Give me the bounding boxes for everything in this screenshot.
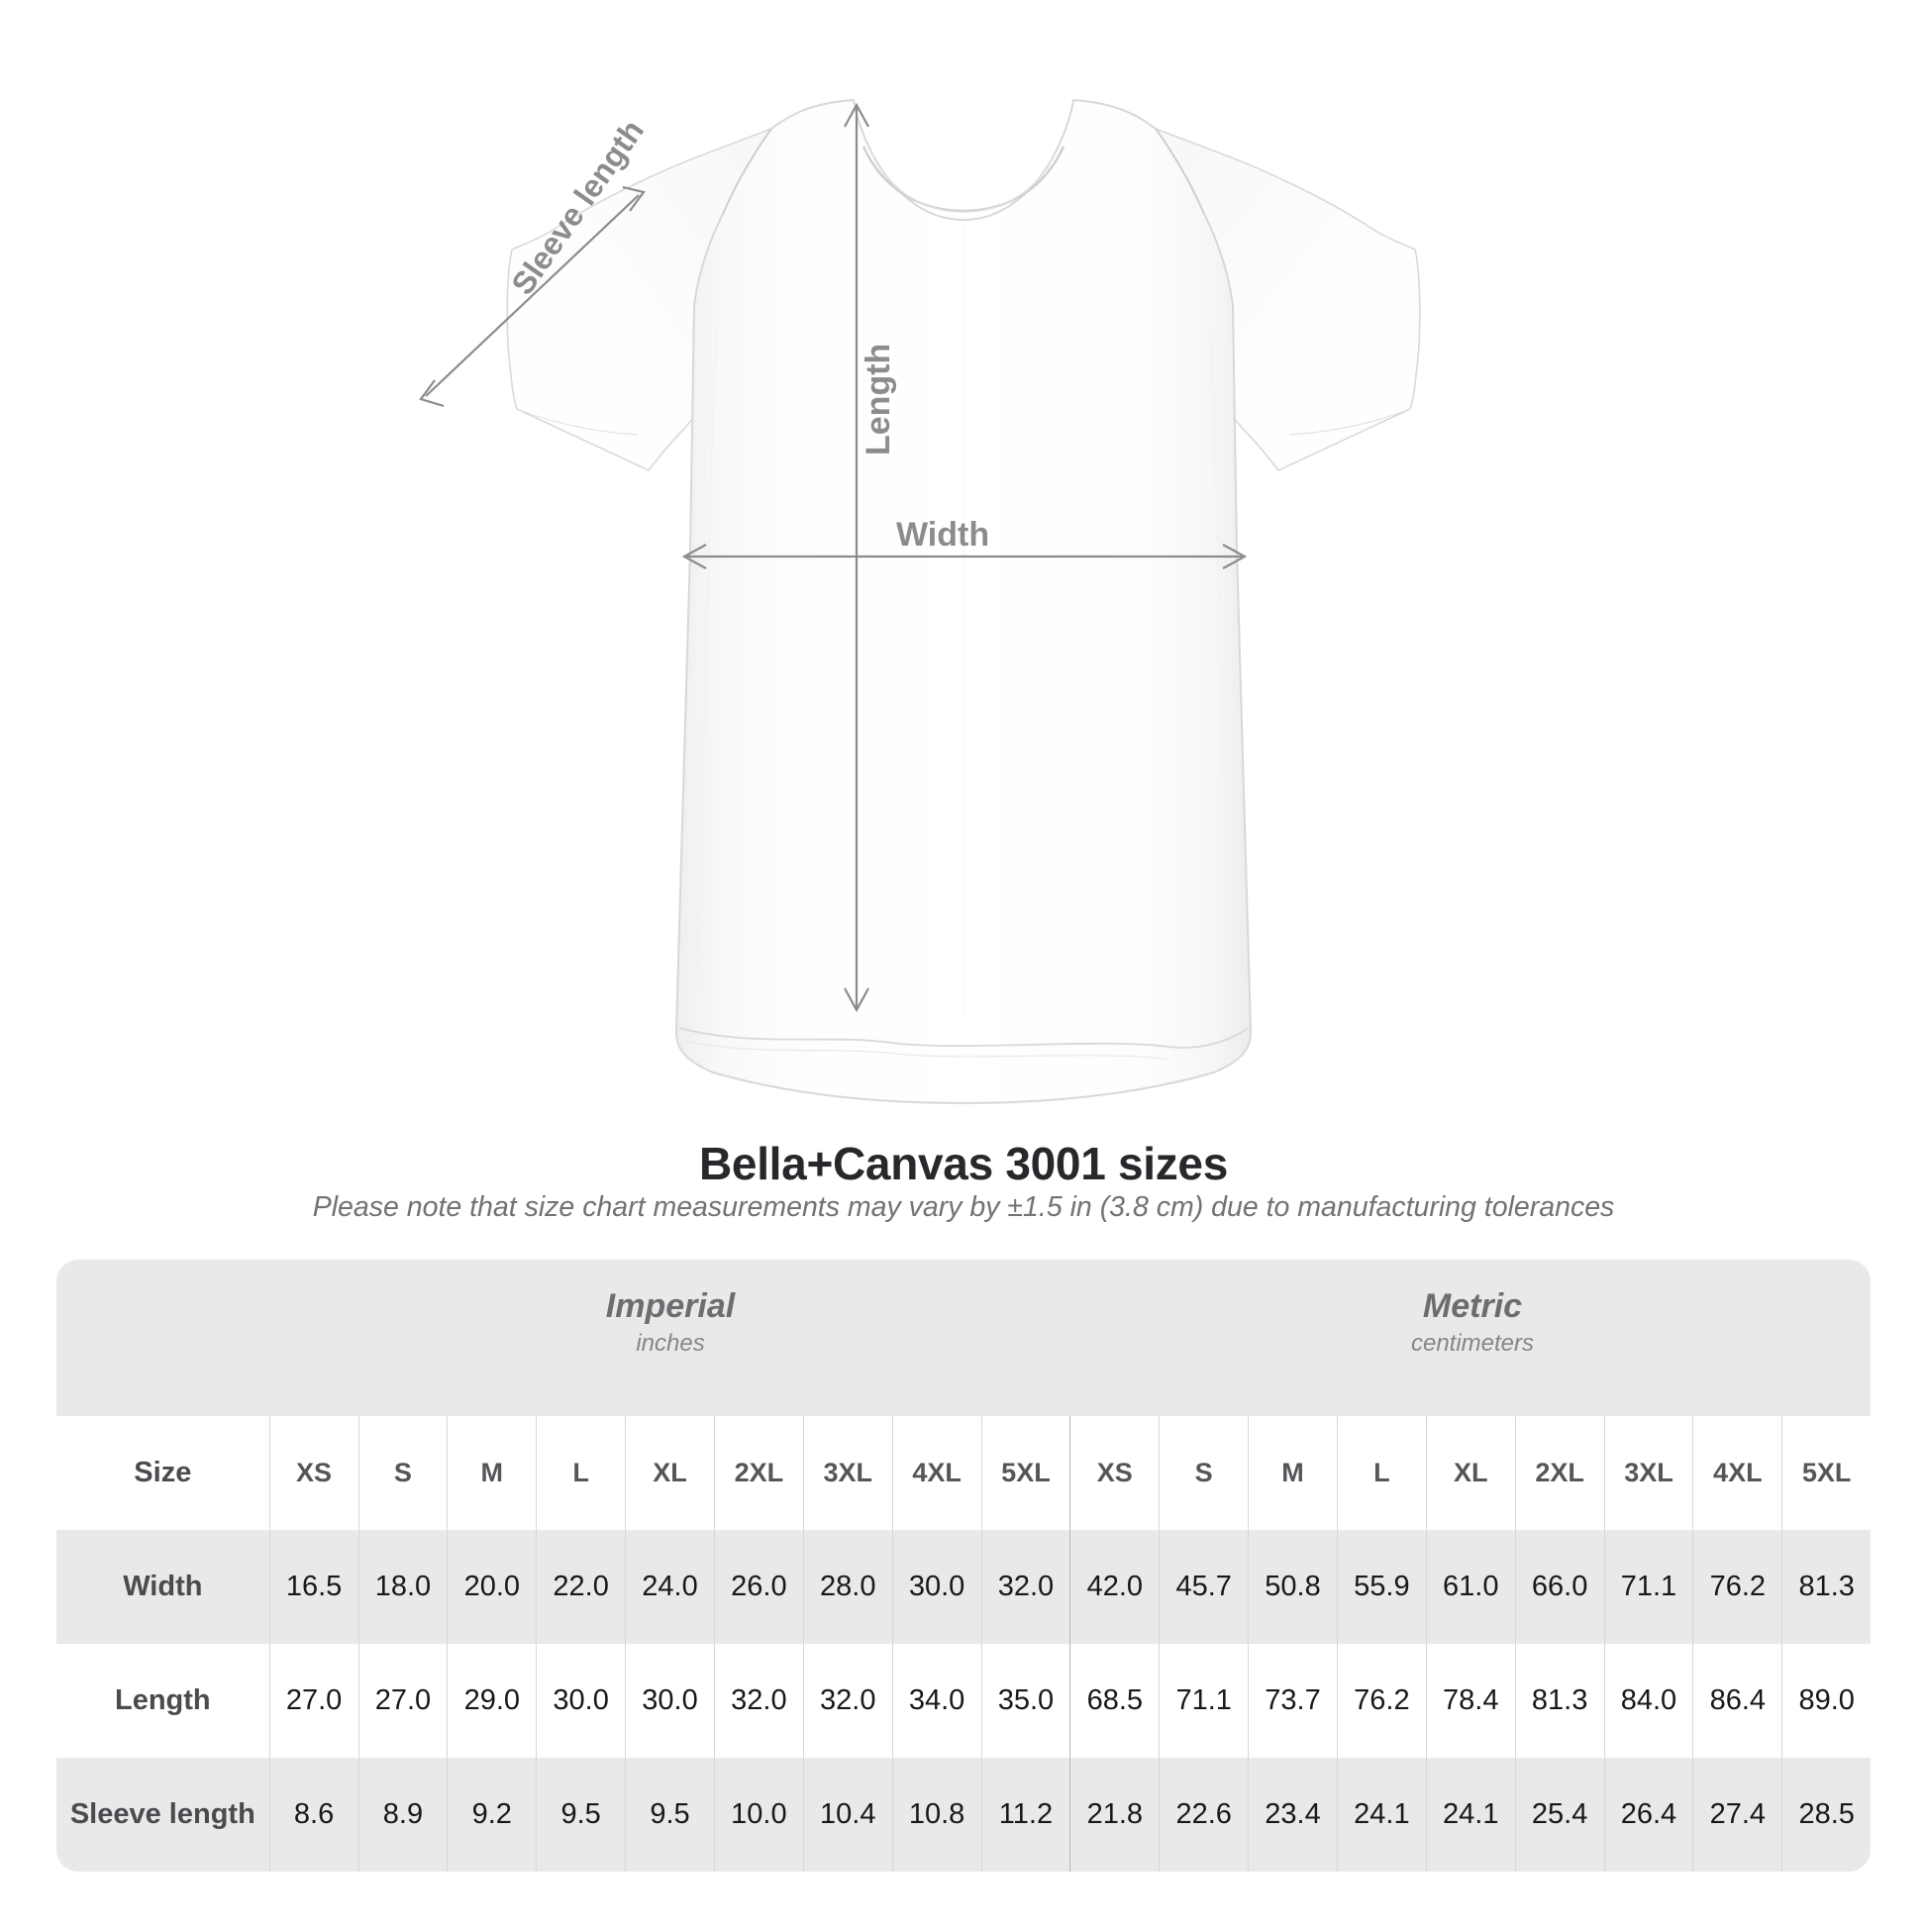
svg-text:Length: Length <box>860 344 897 456</box>
svg-text:Width: Width <box>896 516 989 554</box>
